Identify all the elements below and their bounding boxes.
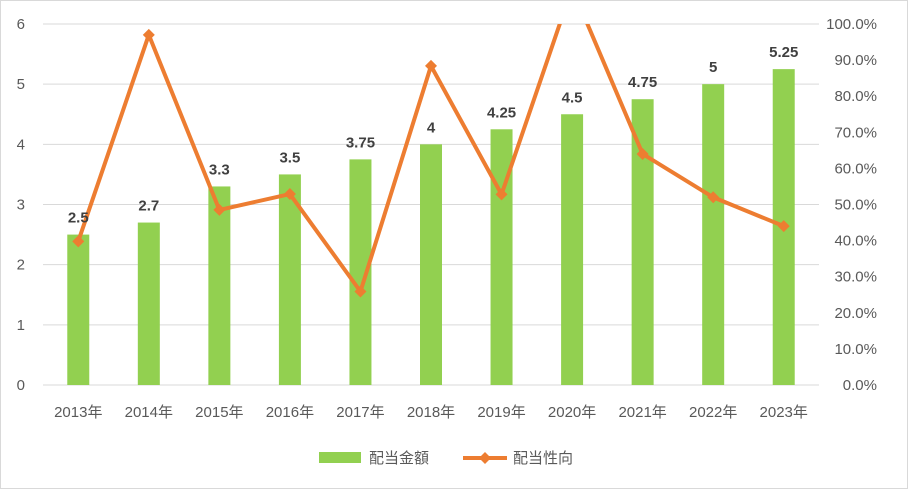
bar — [278, 174, 301, 385]
x-axis: 2013年 2014年 2015年 2016年 2017年 2018年 2019年 2020年… — [54, 404, 808, 421]
x-tick-label: 2017年 — [336, 404, 384, 421]
line-point — [636, 147, 649, 160]
y-right-tick-label: 90.0% — [834, 52, 877, 69]
line-point — [777, 220, 790, 233]
bar-data-label: 5.25 — [769, 44, 798, 61]
bar-series — [67, 69, 795, 386]
y-left-tick-label: 1 — [17, 317, 25, 334]
y-right-tick-label: 20.0% — [834, 305, 877, 322]
bar-data-label: 5 — [709, 59, 717, 76]
x-tick-label: 2015年 — [195, 404, 243, 421]
y-left-tick-label: 5 — [17, 76, 25, 93]
y-axis-right: 0.0% 10.0% 20.0% 30.0% 40.0% 50.0% 60.0% 70.0% 8… — [826, 16, 877, 394]
bar-data-label: 3.5 — [279, 149, 300, 166]
line-point — [142, 28, 155, 41]
y-right-tick-label: 70.0% — [834, 124, 877, 141]
bar — [420, 144, 442, 385]
bar — [349, 159, 372, 385]
line-point — [495, 188, 508, 201]
y-left-tick-label: 6 — [17, 16, 25, 33]
legend-bar-swatch — [319, 452, 361, 463]
y-left-tick-label: 4 — [17, 136, 25, 153]
bar — [67, 234, 90, 385]
bar-data-label: 3.3 — [209, 161, 230, 178]
bar — [137, 222, 160, 385]
x-tick-label: 2016年 — [266, 404, 314, 421]
legend-bar-label: 配当金額 — [369, 450, 429, 467]
y-right-tick-label: 100.0% — [826, 16, 877, 33]
legend: 配当金額 配当性向 — [319, 450, 573, 467]
bar-data-label: 2.5 — [68, 210, 89, 227]
bar-data-label: 4 — [427, 119, 436, 136]
y-right-tick-label: 40.0% — [834, 233, 877, 250]
bar — [631, 99, 654, 385]
line-point — [707, 191, 720, 204]
y-left-tick-label: 0 — [17, 377, 25, 394]
bar — [702, 84, 725, 386]
bar — [561, 114, 584, 385]
y-left-tick-label: 2 — [17, 257, 25, 274]
line-point — [72, 235, 85, 248]
line-point — [213, 203, 226, 216]
legend-line-label: 配当性向 — [513, 450, 573, 467]
bar-data-label: 2.7 — [138, 198, 159, 215]
y-right-tick-label: 80.0% — [834, 88, 877, 105]
x-tick-label: 2018年 — [407, 404, 455, 421]
y-right-tick-label: 50.0% — [834, 197, 877, 214]
bar — [490, 129, 513, 385]
bar-data-labels: 2.5 2.7 3.3 3.5 3.75 4 4.25 4.5 4.75 5 5.25 — [68, 44, 798, 226]
bar-data-label: 4.25 — [487, 104, 516, 121]
y-right-tick-label: 60.0% — [834, 160, 877, 177]
bar-data-label: 3.75 — [346, 134, 375, 151]
x-tick-label: 2021年 — [618, 404, 666, 421]
x-tick-label: 2014年 — [125, 404, 173, 421]
y-right-tick-label: 0.0% — [843, 377, 877, 394]
line-point — [425, 59, 437, 72]
y-left-tick-label: 3 — [17, 197, 25, 214]
bar — [208, 186, 231, 385]
y-axis-left: 0 1 2 3 4 5 6 — [17, 16, 25, 394]
bar-data-label: 4.75 — [628, 74, 657, 91]
line-point — [354, 285, 367, 298]
x-tick-label: 2020年 — [548, 404, 596, 421]
legend-line-marker — [479, 452, 491, 464]
y-right-tick-label: 30.0% — [834, 269, 877, 286]
line-series — [72, 24, 790, 298]
x-tick-label: 2019年 — [477, 404, 525, 421]
x-tick-label: 2023年 — [760, 404, 808, 421]
x-tick-label: 2013年 — [54, 404, 102, 421]
bar-data-label: 4.5 — [562, 89, 583, 106]
line-point — [283, 188, 296, 201]
y-right-tick-label: 10.0% — [834, 341, 877, 358]
x-tick-label: 2022年 — [689, 404, 737, 421]
